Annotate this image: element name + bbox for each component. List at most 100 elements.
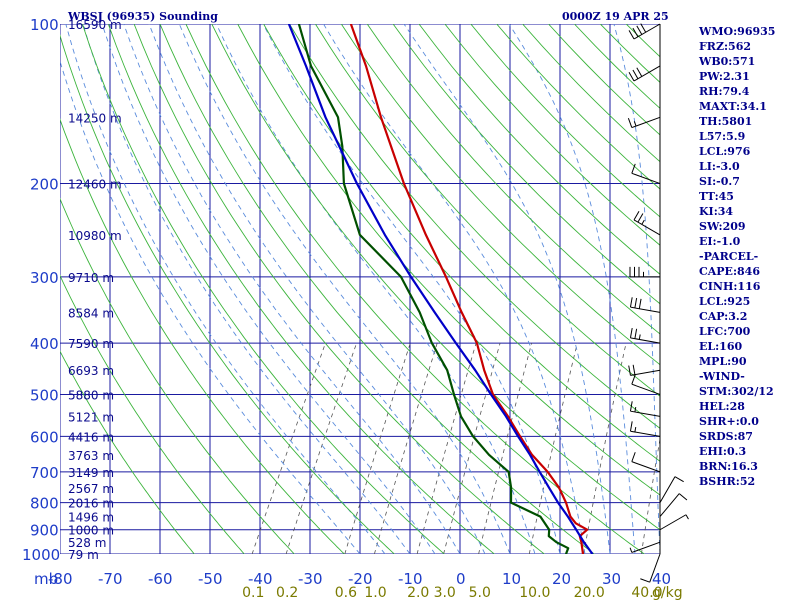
moist-adiabats — [60, 24, 660, 554]
dry-adiabat-line — [107, 24, 495, 554]
dry-adiabat-line — [444, 24, 660, 246]
wind-barb — [631, 163, 661, 185]
mixing-ratio-line — [528, 343, 578, 554]
wind-barb — [627, 116, 661, 129]
dry-adiabat-line — [185, 24, 645, 554]
dry-adiabat-line — [237, 24, 660, 496]
mixing-ratio-label: 2.0 — [407, 585, 429, 600]
dry-adiabat-line — [340, 24, 660, 366]
dry-adiabat-line — [60, 350, 195, 554]
height-label: 1496 m — [68, 511, 114, 525]
dry-adiabat-line — [159, 24, 595, 554]
height-label: 2016 m — [68, 497, 114, 511]
stability-index-item: SRDS:87 — [699, 430, 753, 443]
stability-index-item: SW:209 — [699, 220, 746, 233]
temperature-tick-label: 10 — [502, 570, 521, 588]
height-label: 16590 m — [68, 18, 122, 32]
dry-adiabat-line — [392, 24, 660, 305]
moist-adiabat-line — [60, 59, 361, 554]
temperature-tick-label: -50 — [198, 570, 223, 588]
height-label: 7590 m — [68, 337, 114, 351]
stability-index-item: PW:2.31 — [699, 70, 750, 83]
height-label: 4416 m — [68, 430, 114, 444]
chart-time: 0000Z 19 APR 25 — [562, 10, 669, 23]
wind-barb — [640, 553, 661, 583]
pressure-tick-label: 300 — [30, 269, 59, 287]
wind-barb — [628, 65, 661, 82]
dewpoint-profile — [297, 24, 570, 554]
height-label: 3149 m — [68, 466, 114, 480]
wind-barb — [629, 541, 661, 553]
mixing-ratio-line — [416, 342, 477, 554]
pressure-tick-label: 400 — [30, 335, 59, 353]
stability-index-item: MAXT:34.1 — [699, 100, 767, 113]
stability-index-item: MPL:90 — [699, 355, 747, 368]
mixing-ratio-label: 0.1 — [242, 585, 264, 600]
stability-index-item: LCL:976 — [699, 145, 751, 158]
temperature-tick-label: 40 — [652, 570, 671, 588]
stability-index-item: TT:45 — [699, 190, 734, 203]
moist-adiabat-line — [215, 24, 536, 554]
height-label: 3763 m — [68, 449, 114, 463]
moist-adiabat-line — [101, 24, 436, 554]
pressure-tick-label: 800 — [30, 495, 59, 513]
height-label: 8584 m — [68, 306, 114, 320]
mixing-ratio-label: 0.2 — [276, 585, 298, 600]
wind-barb — [631, 374, 661, 395]
moist-adiabat-line — [613, 24, 660, 554]
dry-adiabats — [60, 24, 660, 554]
moist-adiabat-line — [65, 24, 386, 554]
wind-barb — [631, 452, 661, 473]
height-label: 12460 m — [68, 178, 122, 192]
stability-index-item: EHI:0.3 — [699, 445, 746, 458]
wind-barb — [629, 297, 661, 313]
mixing-ratio-line — [374, 342, 438, 554]
stability-indices: WMO:96935 FRZ:562 WB0:571 PW:2.31 RH:79.4 MAX… — [698, 25, 775, 488]
mixing-ratio-line — [251, 342, 326, 554]
height-label: 2567 m — [68, 482, 114, 496]
height-label: 79 m — [68, 548, 99, 562]
stability-index-item: WMO:96935 — [698, 25, 775, 38]
pressure-tick-label: 700 — [30, 464, 59, 482]
dry-adiabat-line — [60, 118, 345, 554]
stability-index-item: LI:-3.0 — [699, 160, 740, 173]
sounding-profiles — [287, 24, 594, 554]
temperature-tick-label: 0 — [456, 570, 466, 588]
wind-barb — [633, 210, 661, 236]
wind-barb — [659, 476, 684, 503]
height-label: 1000 m — [68, 524, 114, 538]
temperature-tick-label: 20 — [552, 570, 571, 588]
pressure-unit-label: mb — [34, 570, 58, 588]
mixing-ratio-line — [344, 342, 411, 554]
temperature-tick-label: -40 — [248, 570, 273, 588]
stability-index-item: EI:-1.0 — [699, 235, 741, 248]
dry-adiabat-line — [263, 24, 660, 462]
stability-index-item: BSHR:52 — [699, 475, 755, 488]
stability-index-item: STM:302/12 — [699, 385, 774, 398]
pressure-tick-label: 200 — [30, 176, 59, 194]
pressure-tick-label: 600 — [30, 428, 59, 446]
wind-barb — [628, 364, 661, 376]
mixing-ratio-line — [443, 342, 501, 554]
temperature-profile — [349, 24, 589, 554]
mixing-ratio-line — [478, 342, 533, 554]
moist-adiabat-line — [508, 24, 636, 554]
temperature-tick-label: -20 — [348, 570, 373, 588]
stability-index-item: LFC:700 — [699, 325, 751, 338]
stability-index-item: -PARCEL- — [699, 250, 758, 263]
height-label: 9710 m — [68, 271, 114, 285]
stability-index-item: FRZ:562 — [699, 40, 751, 53]
stability-index-item: SHR+:0.0 — [699, 415, 759, 428]
mixing-ratio-label: 1.0 — [364, 585, 386, 600]
mixing-ratio-line — [641, 436, 660, 554]
stability-index-item: BRN:16.3 — [699, 460, 758, 473]
moist-adiabat-line — [262, 24, 561, 554]
mixing-ratio-label: 3.0 — [434, 585, 456, 600]
stability-index-item: -WIND- — [699, 370, 745, 383]
temperature-tick-label: -70 — [98, 570, 123, 588]
dry-adiabat-line — [60, 197, 295, 554]
dry-adiabat-line — [366, 24, 660, 335]
stability-index-item: KI:34 — [699, 205, 733, 218]
